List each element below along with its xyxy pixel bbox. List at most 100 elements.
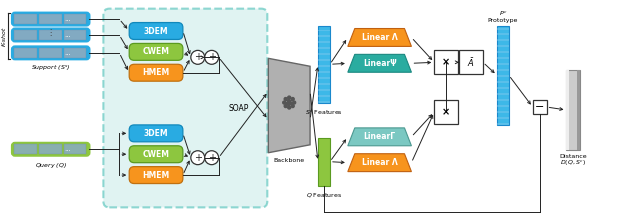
Bar bbox=[63, 30, 86, 40]
Bar bbox=[566, 70, 580, 150]
Circle shape bbox=[288, 106, 291, 109]
Bar bbox=[14, 14, 36, 24]
Bar bbox=[497, 34, 509, 36]
Bar bbox=[497, 81, 509, 83]
Text: Distance: Distance bbox=[559, 154, 588, 159]
Bar bbox=[318, 138, 330, 185]
Polygon shape bbox=[348, 29, 412, 46]
Bar bbox=[532, 100, 547, 114]
Bar bbox=[39, 14, 61, 24]
Text: 3DEM: 3DEM bbox=[144, 129, 168, 138]
Bar bbox=[318, 89, 330, 91]
Bar bbox=[497, 28, 509, 30]
Bar bbox=[318, 95, 330, 97]
Bar bbox=[577, 70, 580, 150]
Text: K-shot: K-shot bbox=[1, 26, 6, 46]
Text: −: − bbox=[535, 102, 544, 112]
Bar bbox=[63, 48, 86, 58]
Bar bbox=[497, 75, 509, 77]
Bar bbox=[497, 40, 509, 41]
Text: 3DEM: 3DEM bbox=[144, 27, 168, 36]
Bar bbox=[318, 30, 330, 32]
Text: LinearΓ: LinearΓ bbox=[364, 132, 396, 141]
Text: ...: ... bbox=[65, 50, 71, 56]
Bar bbox=[318, 101, 330, 103]
Text: HMEM: HMEM bbox=[143, 171, 170, 180]
Bar bbox=[14, 144, 36, 154]
FancyBboxPatch shape bbox=[12, 46, 90, 59]
FancyBboxPatch shape bbox=[129, 64, 183, 81]
Bar bbox=[63, 14, 86, 24]
Bar bbox=[497, 45, 509, 47]
Bar bbox=[318, 47, 330, 49]
Circle shape bbox=[283, 101, 285, 104]
Bar bbox=[497, 93, 509, 95]
Bar bbox=[497, 99, 509, 101]
Bar bbox=[497, 105, 509, 107]
Bar bbox=[497, 117, 509, 119]
Circle shape bbox=[284, 97, 287, 101]
Text: Prototype: Prototype bbox=[488, 17, 518, 23]
Text: CWEM: CWEM bbox=[143, 150, 170, 159]
Bar bbox=[318, 36, 330, 38]
Text: Support ($S^s$): Support ($S^s$) bbox=[31, 64, 70, 74]
Circle shape bbox=[191, 50, 205, 64]
Bar bbox=[497, 51, 509, 53]
Bar bbox=[39, 30, 61, 40]
Bar bbox=[459, 50, 483, 74]
Text: $S^c$ Features: $S^c$ Features bbox=[305, 109, 343, 117]
Bar bbox=[497, 111, 509, 113]
Text: ×: × bbox=[442, 107, 451, 117]
Bar bbox=[318, 65, 330, 67]
Text: +: + bbox=[194, 153, 202, 163]
Text: ...: ... bbox=[65, 146, 71, 152]
FancyBboxPatch shape bbox=[12, 143, 90, 156]
Text: +: + bbox=[208, 52, 216, 62]
FancyBboxPatch shape bbox=[104, 9, 268, 207]
Polygon shape bbox=[348, 154, 412, 172]
Circle shape bbox=[288, 96, 291, 99]
Text: HMEM: HMEM bbox=[143, 68, 170, 77]
Text: $Q$ Features: $Q$ Features bbox=[306, 191, 342, 200]
Bar bbox=[497, 26, 509, 125]
Text: ...: ... bbox=[65, 16, 71, 22]
Bar bbox=[39, 144, 61, 154]
Text: $\bar{A}$: $\bar{A}$ bbox=[467, 56, 475, 69]
Text: ×: × bbox=[442, 57, 451, 67]
Circle shape bbox=[291, 97, 294, 101]
Bar bbox=[566, 70, 570, 150]
Bar bbox=[14, 48, 36, 58]
Text: $D(Q, S^c)$: $D(Q, S^c)$ bbox=[561, 159, 586, 168]
FancyBboxPatch shape bbox=[129, 23, 183, 40]
Bar bbox=[318, 41, 330, 43]
Text: CWEM: CWEM bbox=[143, 47, 170, 56]
FancyBboxPatch shape bbox=[129, 125, 183, 142]
FancyBboxPatch shape bbox=[12, 29, 90, 41]
Text: SOAP: SOAP bbox=[228, 103, 249, 112]
Bar bbox=[63, 144, 86, 154]
Bar bbox=[318, 77, 330, 79]
Bar bbox=[318, 83, 330, 85]
Circle shape bbox=[205, 151, 219, 165]
Text: ...: ... bbox=[65, 32, 71, 38]
Polygon shape bbox=[348, 54, 412, 72]
FancyBboxPatch shape bbox=[129, 43, 183, 60]
Bar bbox=[497, 123, 509, 125]
Bar bbox=[435, 100, 458, 124]
Bar bbox=[39, 48, 61, 58]
Bar bbox=[14, 30, 36, 40]
Text: ⋮: ⋮ bbox=[47, 29, 55, 38]
Circle shape bbox=[291, 105, 294, 108]
Bar bbox=[435, 50, 458, 74]
FancyBboxPatch shape bbox=[129, 146, 183, 163]
Text: Linear Λ: Linear Λ bbox=[362, 158, 397, 167]
Bar bbox=[497, 63, 509, 65]
FancyBboxPatch shape bbox=[12, 13, 90, 26]
Text: Query ($Q$): Query ($Q$) bbox=[35, 161, 67, 170]
Bar bbox=[497, 57, 509, 59]
Text: +: + bbox=[208, 153, 216, 163]
Polygon shape bbox=[348, 128, 412, 146]
FancyBboxPatch shape bbox=[129, 167, 183, 183]
Text: +: + bbox=[194, 52, 202, 62]
Text: LinearΨ: LinearΨ bbox=[363, 59, 396, 68]
